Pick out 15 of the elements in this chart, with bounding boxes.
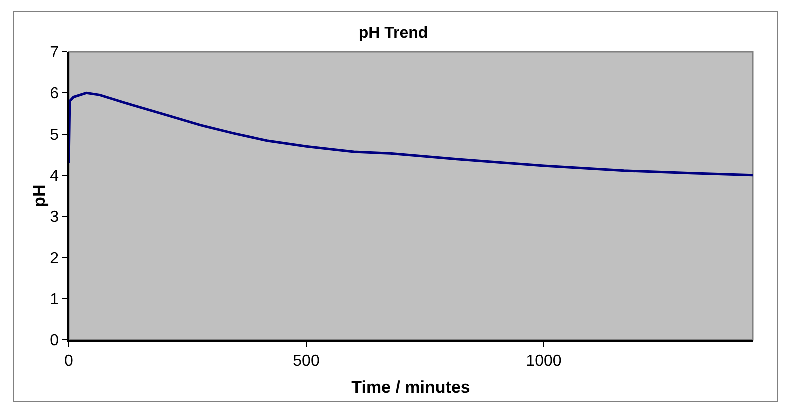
y-tick-label: 7	[50, 44, 60, 62]
y-tick-label: 4	[50, 168, 60, 186]
y-axis-title: pH	[30, 184, 50, 208]
x-tick-label: 1000	[526, 352, 562, 370]
line-series	[69, 92, 753, 177]
chart-title: pH Trend	[358, 25, 428, 42]
y-tick-label: 6	[50, 86, 60, 103]
x-tick-label: 500	[293, 352, 320, 370]
y-tick-label: 5	[50, 126, 60, 144]
y-tick-label: 0	[50, 332, 60, 350]
x-tick-label: 0	[64, 352, 74, 370]
x-axis-title: Time / minutes	[352, 378, 470, 397]
y-tick-label: 1	[50, 291, 60, 308]
y-tick-label: 2	[50, 250, 60, 268]
y-tick-label: 3	[50, 209, 60, 226]
